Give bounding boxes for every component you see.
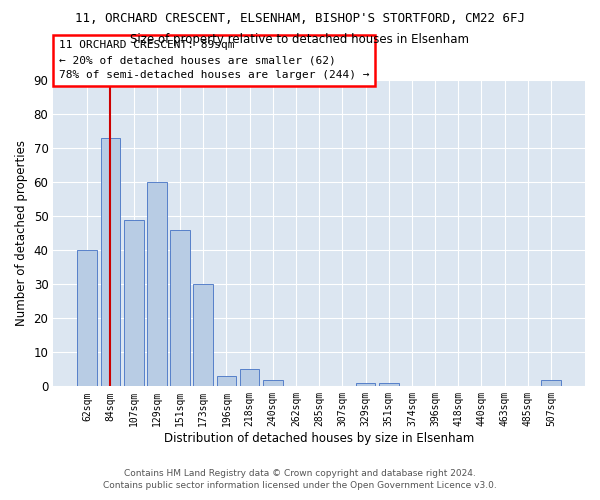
Bar [217, 376, 236, 386]
Text: 11 ORCHARD CRESCENT: 89sqm
← 20% of detached houses are smaller (62)
78% of semi: 11 ORCHARD CRESCENT: 89sqm ← 20% of deta… [59, 40, 369, 80]
Y-axis label: Number of detached properties: Number of detached properties [15, 140, 28, 326]
Bar [240, 370, 259, 386]
Bar [356, 383, 376, 386]
Bar [147, 182, 167, 386]
Bar [124, 220, 143, 386]
Bar [101, 138, 121, 386]
Bar [263, 380, 283, 386]
Text: Contains HM Land Registry data © Crown copyright and database right 2024.
Contai: Contains HM Land Registry data © Crown c… [103, 468, 497, 490]
Bar [77, 250, 97, 386]
X-axis label: Distribution of detached houses by size in Elsenham: Distribution of detached houses by size … [164, 432, 474, 445]
Bar [170, 230, 190, 386]
Bar [379, 383, 398, 386]
Text: 11, ORCHARD CRESCENT, ELSENHAM, BISHOP'S STORTFORD, CM22 6FJ: 11, ORCHARD CRESCENT, ELSENHAM, BISHOP'S… [75, 12, 525, 26]
Bar [541, 380, 561, 386]
Text: Size of property relative to detached houses in Elsenham: Size of property relative to detached ho… [131, 32, 470, 46]
Bar [193, 284, 213, 386]
